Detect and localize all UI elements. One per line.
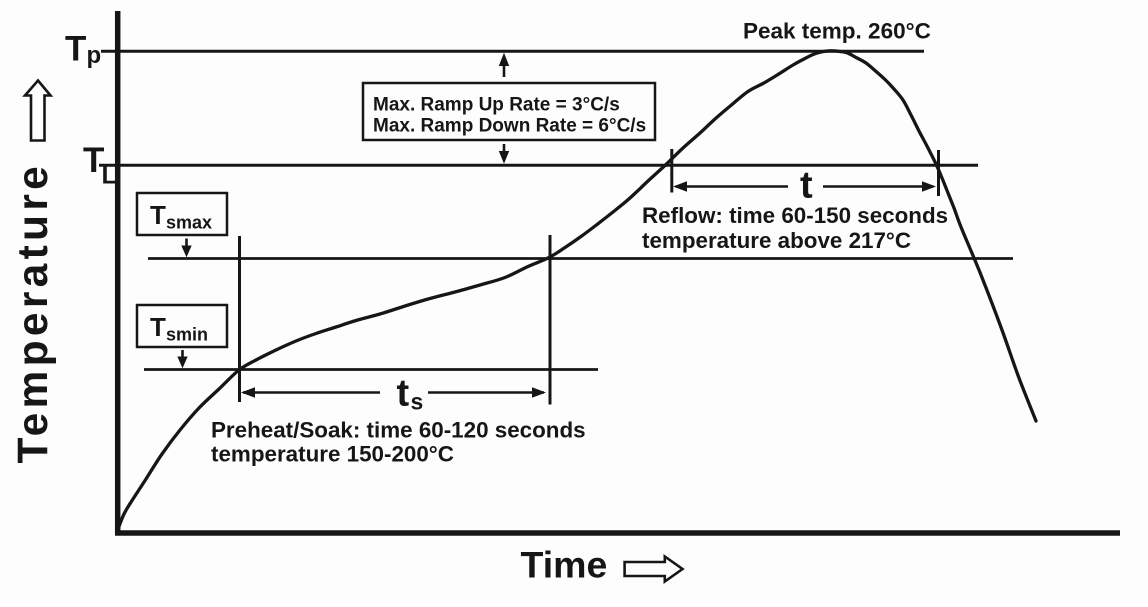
svg-text:Reflow: time 60-150 seconds: Reflow: time 60-150 seconds [642,203,948,228]
svg-text:L: L [102,162,117,190]
svg-text:Time: Time [521,544,608,586]
svg-text:Max. Ramp Up Rate = 3°C/s: Max. Ramp Up Rate = 3°C/s [373,95,620,116]
svg-text:temperature 150-200°C: temperature 150-200°C [211,442,454,467]
svg-text:T: T [83,141,104,180]
svg-text:smax: smax [166,213,212,233]
svg-text:T: T [150,200,166,230]
svg-text:Max. Ramp Down Rate = 6°C/s: Max. Ramp Down Rate = 6°C/s [373,116,646,137]
svg-text:t: t [397,373,410,415]
svg-text:smin: smin [166,325,208,345]
svg-text:t: t [800,165,813,207]
svg-text:s: s [411,389,424,415]
svg-text:T: T [65,30,86,69]
svg-text:p: p [87,42,102,69]
svg-text:Temperature: Temperature [10,162,57,464]
svg-text:Preheat/Soak: time 60-120 seco: Preheat/Soak: time 60-120 seconds [211,418,586,443]
svg-text:T: T [150,312,166,342]
svg-text:Peak temp. 260°C: Peak temp. 260°C [743,19,931,44]
svg-text:temperature above 217°C: temperature above 217°C [642,228,911,253]
